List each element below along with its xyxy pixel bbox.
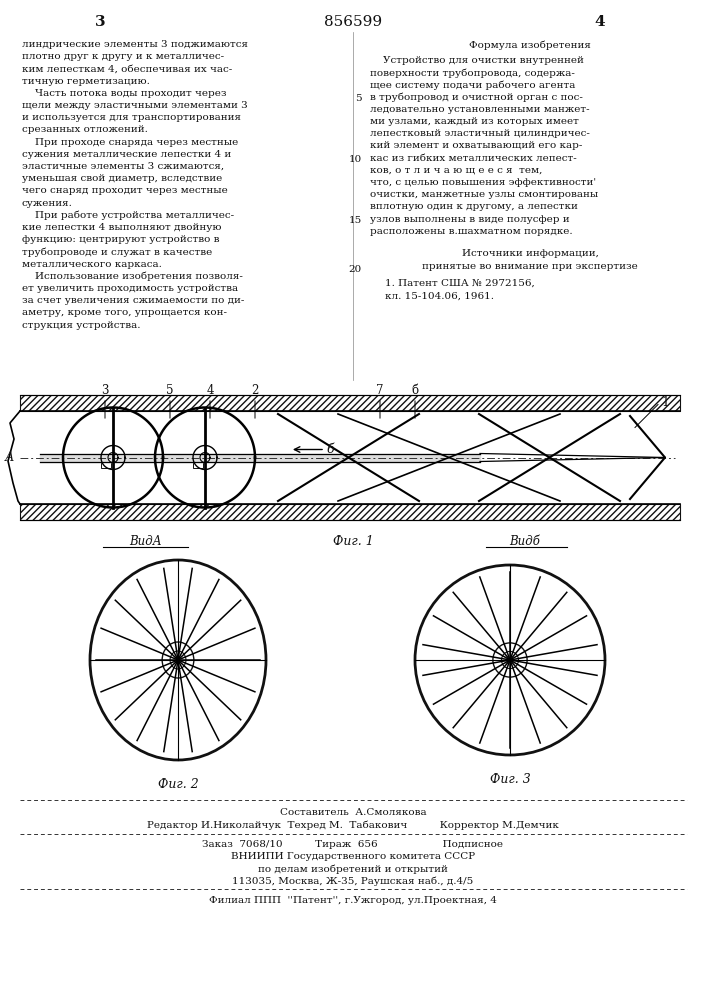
Text: принятые во внимание при экспертизе: принятые во внимание при экспертизе — [422, 262, 638, 271]
Text: щее систему подачи рабочего агента: щее систему подачи рабочего агента — [370, 80, 575, 90]
Text: Редактор И.Николайчук  Техред М.  Табакович          Корректор М.Демчик: Редактор И.Николайчук Техред М. Табакови… — [147, 821, 559, 830]
Text: Использование изобретения позволя-: Использование изобретения позволя- — [22, 272, 243, 281]
Bar — [193, 460, 203, 468]
Text: Фиг. 1: Фиг. 1 — [332, 535, 373, 548]
Text: 113035, Москва, Ж-35, Раушская наб., д.4/5: 113035, Москва, Ж-35, Раушская наб., д.4… — [233, 876, 474, 886]
Text: Филиал ППП  ''Патент'', г.Ужгород, ул.Проектная, 4: Филиал ППП ''Патент'', г.Ужгород, ул.Про… — [209, 896, 497, 905]
Text: А: А — [4, 451, 13, 464]
Text: ков, о т л и ч а ю щ е е с я  тем,: ков, о т л и ч а ю щ е е с я тем, — [370, 166, 542, 175]
Ellipse shape — [90, 560, 266, 760]
Text: сужения.: сужения. — [22, 199, 73, 208]
Ellipse shape — [415, 565, 605, 755]
Text: что, с целью повышения эффективности': что, с целью повышения эффективности' — [370, 178, 596, 187]
Text: кий элемент и охватывающий его кар-: кий элемент и охватывающий его кар- — [370, 141, 583, 150]
Ellipse shape — [501, 651, 518, 669]
Text: ВидА: ВидА — [129, 535, 161, 548]
Text: 1. Патент США № 2972156,: 1. Патент США № 2972156, — [385, 279, 534, 288]
Text: аметру, кроме того, упрощается кон-: аметру, кроме того, упрощается кон- — [22, 308, 227, 317]
Text: 3: 3 — [101, 383, 109, 396]
Text: кл. 15-104.06, 1961.: кл. 15-104.06, 1961. — [385, 292, 494, 301]
Text: уменьшая свой диаметр, вследствие: уменьшая свой диаметр, вследствие — [22, 174, 222, 183]
Text: узлов выполнены в виде полусфер и: узлов выполнены в виде полусфер и — [370, 215, 570, 224]
Text: ВНИИПИ Государственного комитета СССР: ВНИИПИ Государственного комитета СССР — [231, 852, 475, 861]
Text: ми узлами, каждый из которых имеет: ми узлами, каждый из которых имеет — [370, 117, 579, 126]
Text: линдрические элементы 3 поджимаются: линдрические элементы 3 поджимаются — [22, 40, 248, 49]
Text: При проходе снаряда через местные: При проходе снаряда через местные — [22, 138, 238, 147]
Text: эластичные элементы 3 сжимаются,: эластичные элементы 3 сжимаются, — [22, 162, 224, 171]
Text: сужения металлические лепестки 4 и: сужения металлические лепестки 4 и — [22, 150, 231, 159]
Text: При работе устройства металличес-: При работе устройства металличес- — [22, 211, 234, 220]
Text: тичную герметизацию.: тичную герметизацию. — [22, 77, 150, 86]
Text: за счет увеличения сжимаемости по ди-: за счет увеличения сжимаемости по ди- — [22, 296, 245, 305]
Ellipse shape — [170, 651, 186, 669]
Text: трубопроводе и служат в качестве: трубопроводе и служат в качестве — [22, 247, 212, 257]
Text: и используется для транспортирования: и используется для транспортирования — [22, 113, 241, 122]
Text: расположены в.шахматном порядке.: расположены в.шахматном порядке. — [370, 227, 573, 236]
Text: б: б — [411, 383, 419, 396]
Text: металлического каркаса.: металлического каркаса. — [22, 260, 162, 269]
Text: лепестковый эластичный цилиндричес-: лепестковый эластичный цилиндричес- — [370, 129, 590, 138]
Text: ет увеличить проходимость устройства: ет увеличить проходимость устройства — [22, 284, 238, 293]
Text: 4: 4 — [595, 15, 605, 29]
Text: 4: 4 — [206, 383, 214, 396]
Text: вплотную один к другому, а лепестки: вплотную один к другому, а лепестки — [370, 202, 578, 211]
Text: 10: 10 — [349, 155, 362, 164]
Text: Заказ  7068/10          Тираж  656                    Подписное: Заказ 7068/10 Тираж 656 Подписное — [202, 840, 503, 849]
Text: 15: 15 — [349, 216, 362, 225]
Text: чего снаряд проходит через местные: чего снаряд проходит через местные — [22, 186, 228, 195]
Text: Видб: Видб — [510, 535, 540, 548]
Text: 7: 7 — [376, 383, 384, 396]
Text: срезанных отложений.: срезанных отложений. — [22, 125, 148, 134]
Ellipse shape — [162, 642, 194, 678]
Text: плотно друг к другу и к металличес-: плотно друг к другу и к металличес- — [22, 52, 224, 61]
Text: 1: 1 — [661, 396, 669, 409]
Text: щели между эластичными элементами 3: щели между эластичными элементами 3 — [22, 101, 247, 110]
Bar — [20, 504, 680, 520]
Text: Составитель  А.Смолякова: Составитель А.Смолякова — [280, 808, 426, 817]
Text: струкция устройства.: струкция устройства. — [22, 321, 141, 330]
Text: очистки, манжетные узлы смонтированы: очистки, манжетные узлы смонтированы — [370, 190, 598, 199]
Text: ледовательно установленными манжет-: ледовательно установленными манжет- — [370, 105, 590, 114]
Text: по делам изобретений и открытий: по делам изобретений и открытий — [258, 864, 448, 874]
Text: 856599: 856599 — [324, 15, 382, 29]
Text: Фиг. 3: Фиг. 3 — [490, 773, 530, 786]
Bar — [101, 460, 111, 468]
Text: Устройство для очистки внутренней: Устройство для очистки внутренней — [370, 56, 584, 65]
Text: в трубопровод и очистной орган с пос-: в трубопровод и очистной орган с пос- — [370, 93, 583, 102]
Text: Фиг. 2: Фиг. 2 — [158, 778, 199, 791]
Text: ким лепесткам 4, обеспечивая их час-: ким лепесткам 4, обеспечивая их час- — [22, 64, 233, 73]
Text: 2: 2 — [251, 383, 259, 396]
Text: поверхности трубопровода, содержа-: поверхности трубопровода, содержа- — [370, 68, 575, 78]
Text: Часть потока воды проходит через: Часть потока воды проходит через — [22, 89, 226, 98]
Text: Источники информации,: Источники информации, — [462, 249, 598, 258]
Text: 5: 5 — [356, 94, 362, 103]
Bar — [20, 395, 680, 411]
Ellipse shape — [493, 643, 527, 677]
Text: Формула изобретения: Формула изобретения — [469, 40, 591, 49]
Text: 3: 3 — [95, 15, 105, 29]
Text: кие лепестки 4 выполняют двойную: кие лепестки 4 выполняют двойную — [22, 223, 221, 232]
Bar — [193, 456, 203, 464]
Text: 5: 5 — [166, 383, 174, 396]
Text: 20: 20 — [349, 265, 362, 274]
Text: кас из гибких металлических лепест-: кас из гибких металлических лепест- — [370, 154, 577, 163]
Bar — [101, 456, 111, 464]
Text: б: б — [326, 443, 334, 456]
Text: функцию: центрируют устройство в: функцию: центрируют устройство в — [22, 235, 219, 244]
